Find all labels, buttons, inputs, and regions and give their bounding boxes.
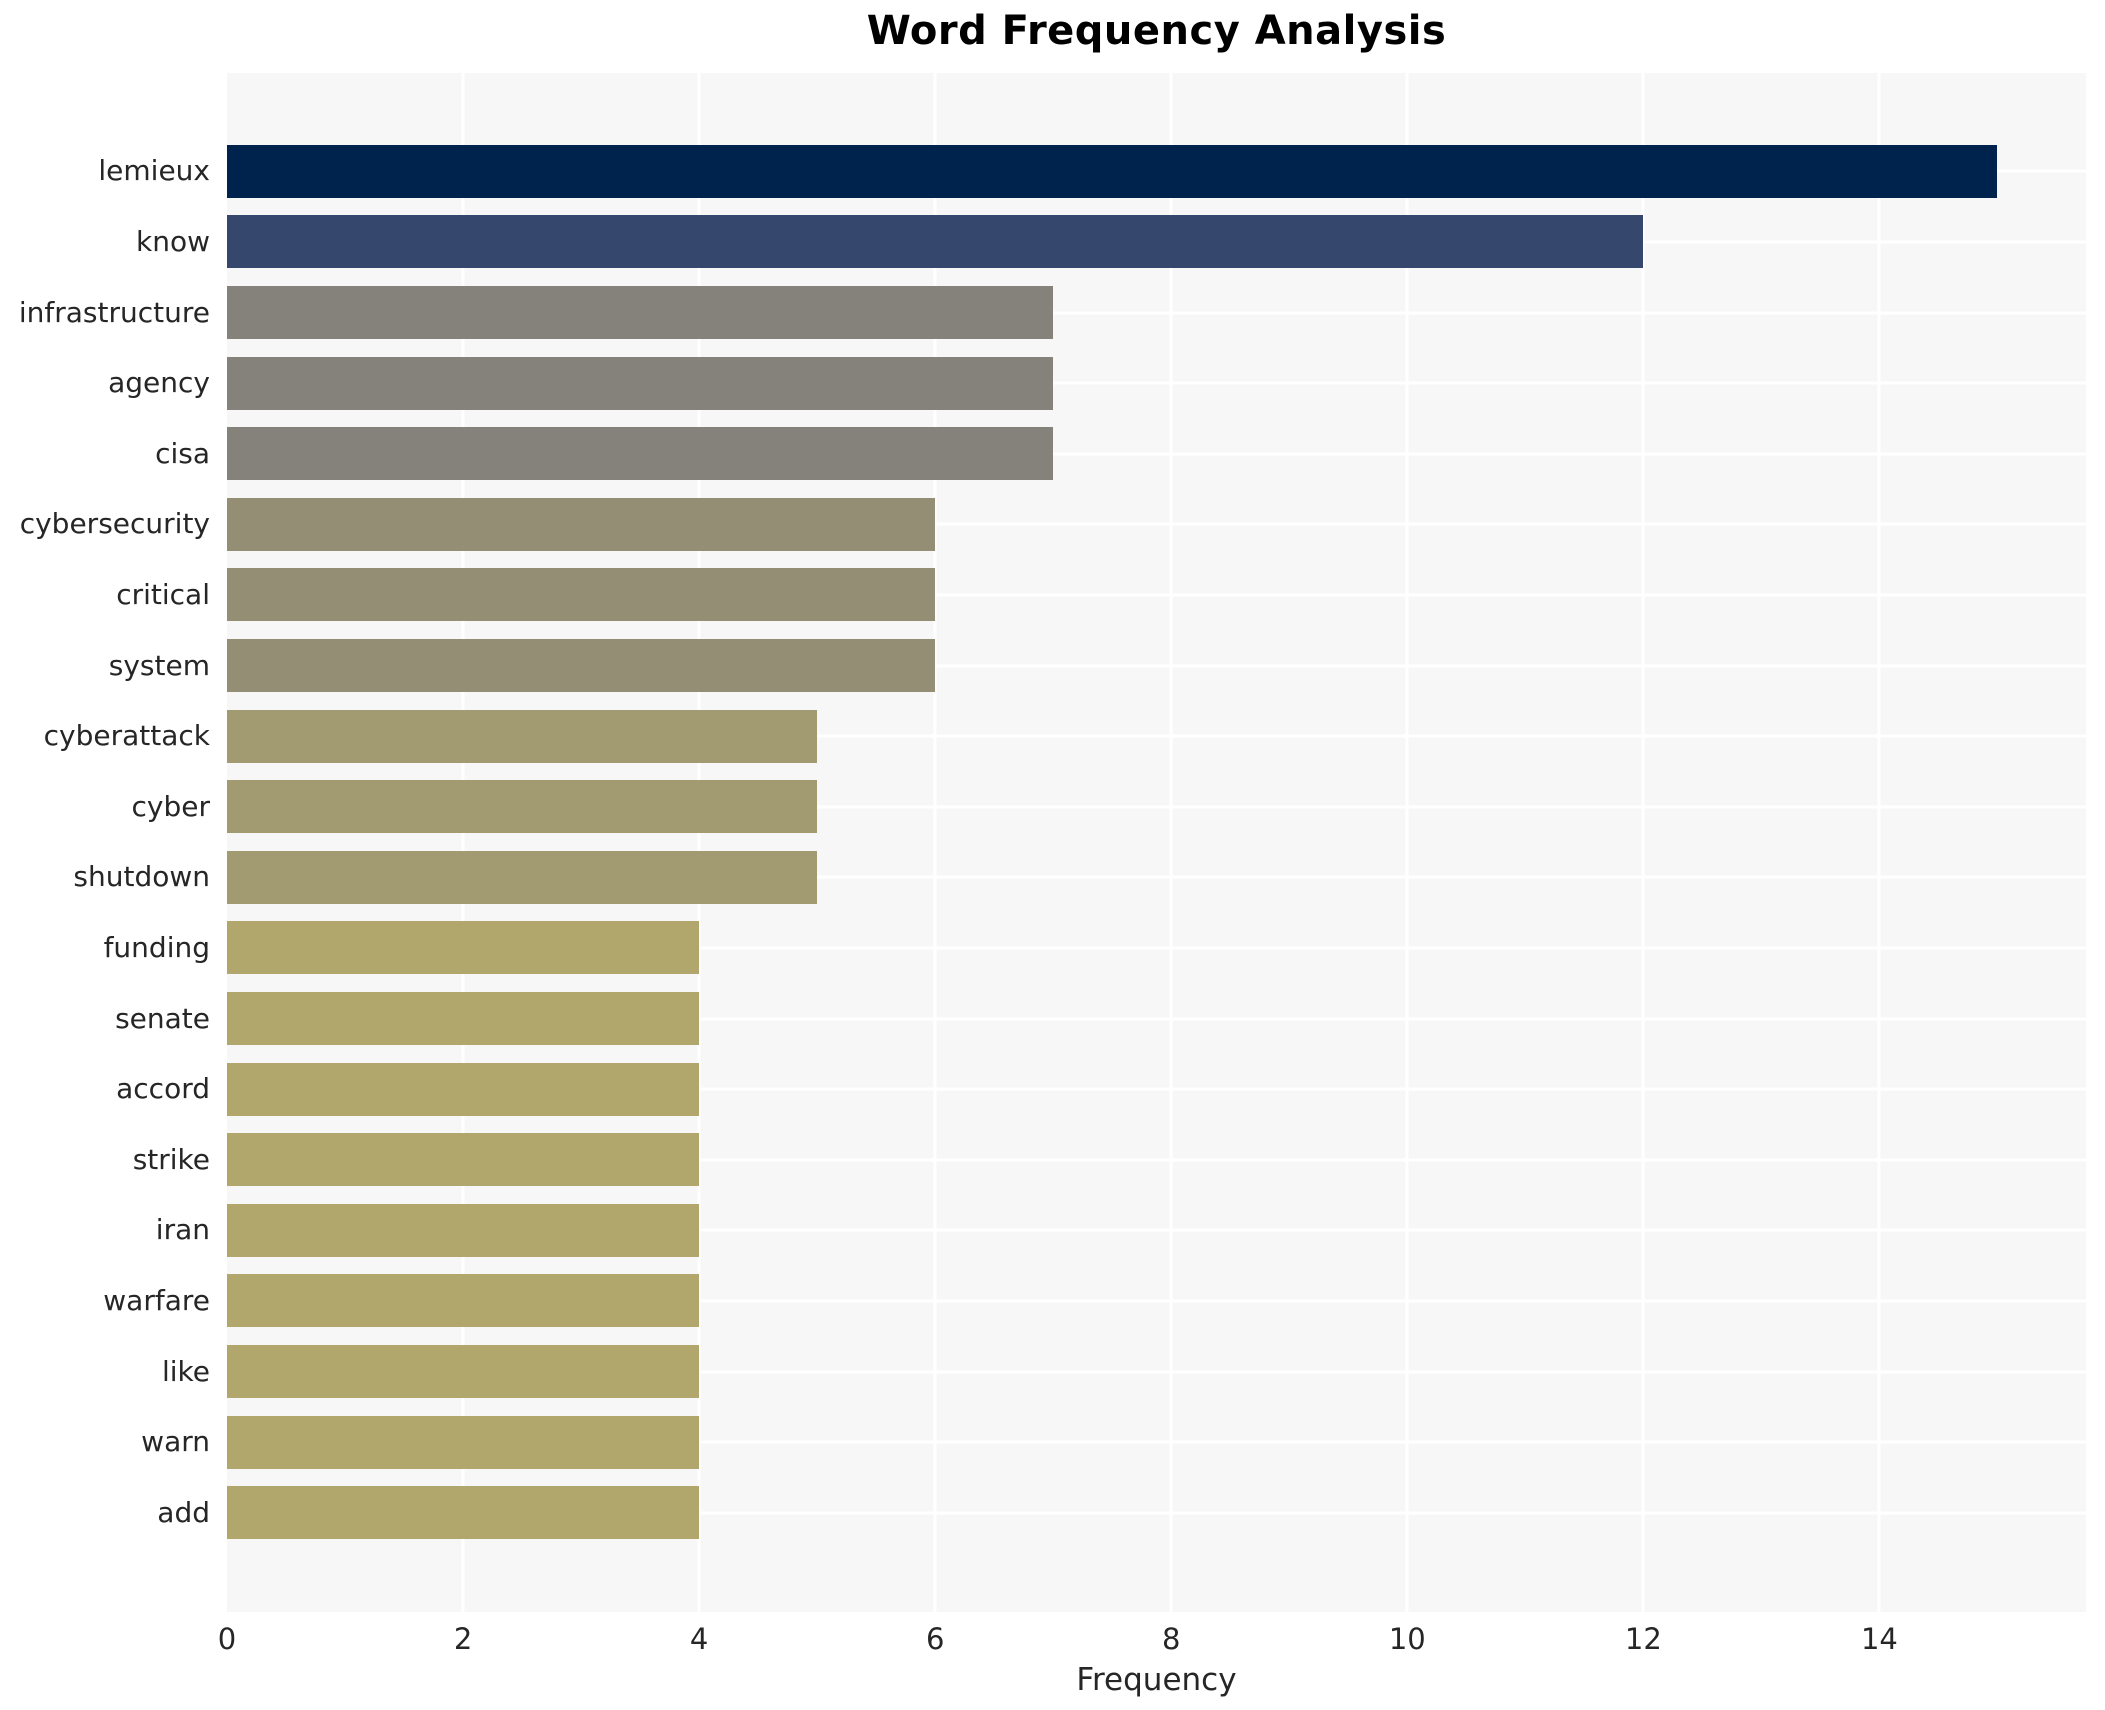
y-tick-label-system: system bbox=[108, 648, 210, 682]
gridline-row-like bbox=[227, 1370, 2086, 1373]
x-tick-label-0: 0 bbox=[217, 1622, 237, 1656]
gridline-row-warfare bbox=[227, 1299, 2086, 1303]
y-tick-label-lemieux: lemieux bbox=[98, 154, 210, 188]
y-tick-label-cybersecurity: cybersecurity bbox=[19, 507, 210, 541]
y-tick-label-funding: funding bbox=[103, 930, 210, 964]
y-axis-labels: lemieux know infrastructure agency cisa cyber… bbox=[0, 73, 210, 1612]
x-tick-label-6: 6 bbox=[925, 1622, 945, 1656]
gridline-row-accord bbox=[227, 1087, 2086, 1091]
gridline-row-cisa bbox=[227, 452, 2086, 456]
bar-strike bbox=[227, 1133, 700, 1187]
y-tick-label-warn: warn bbox=[141, 1425, 210, 1459]
y-tick-label-add: add bbox=[157, 1495, 210, 1529]
y-tick-label-like: like bbox=[161, 1354, 210, 1388]
y-tick-label-cyber: cyber bbox=[131, 789, 210, 823]
y-tick-label-know: know bbox=[136, 224, 210, 258]
gridline-row-infrastructure bbox=[227, 311, 2086, 314]
bar-critical bbox=[227, 568, 936, 622]
y-tick-label-cyberattack: cyberattack bbox=[43, 719, 210, 753]
bar-agency bbox=[227, 356, 1054, 410]
bar-shutdown bbox=[227, 850, 818, 904]
gridline-row-critical bbox=[227, 593, 2086, 597]
x-tick-label-2: 2 bbox=[453, 1622, 473, 1656]
bar-know bbox=[227, 215, 1644, 269]
y-tick-label-accord: accord bbox=[116, 1072, 210, 1106]
bar-funding bbox=[227, 921, 700, 975]
x-axis-ticks: 0 2 4 6 8 10 12 14 bbox=[218, 1622, 2086, 1662]
y-tick-label-senate: senate bbox=[115, 1001, 210, 1035]
gridline-row-shutdown bbox=[227, 875, 2086, 879]
y-tick-label-strike: strike bbox=[132, 1142, 210, 1176]
y-tick-label-agency: agency bbox=[108, 366, 210, 400]
gridline-row-agency bbox=[227, 381, 2086, 385]
gridline-row-cyber bbox=[227, 805, 2086, 809]
bar-infrastructure bbox=[227, 286, 1054, 339]
gridline-x-8 bbox=[1169, 73, 1173, 1612]
y-tick-label-critical: critical bbox=[116, 577, 210, 611]
bar-warfare bbox=[227, 1274, 700, 1328]
bar-cisa bbox=[227, 427, 1054, 481]
gridline-x-12 bbox=[1641, 73, 1645, 1612]
bar-add bbox=[227, 1486, 700, 1540]
gridline-x-4 bbox=[697, 73, 701, 1612]
x-tick-label-10: 10 bbox=[1388, 1622, 1426, 1656]
gridline-x-14 bbox=[1877, 73, 1881, 1612]
y-tick-label-shutdown: shutdown bbox=[73, 860, 210, 894]
bar-like bbox=[227, 1345, 700, 1398]
gridline-row-strike bbox=[227, 1158, 2086, 1162]
bar-lemieux bbox=[227, 144, 1998, 198]
bar-cyberattack bbox=[227, 709, 818, 763]
y-tick-label-infrastructure: infrastructure bbox=[18, 295, 210, 329]
x-axis-label: Frequency bbox=[1076, 1662, 1237, 1698]
gridline-x-10 bbox=[1405, 73, 1409, 1612]
plot-area bbox=[227, 73, 2086, 1612]
x-tick-label-12: 12 bbox=[1624, 1622, 1662, 1656]
x-tick-label-14: 14 bbox=[1860, 1622, 1898, 1656]
x-tick-label-8: 8 bbox=[1162, 1622, 1181, 1656]
y-tick-label-iran: iran bbox=[155, 1213, 210, 1247]
gridline-row-add bbox=[227, 1511, 2086, 1515]
gridline-row-cybersecurity bbox=[227, 522, 2086, 526]
bar-iran bbox=[227, 1203, 700, 1257]
bar-cyber bbox=[227, 780, 818, 834]
gridline-x-2 bbox=[461, 73, 465, 1612]
bar-system bbox=[227, 639, 936, 692]
bar-warn bbox=[227, 1415, 700, 1469]
gridline-row-cyberattack bbox=[227, 734, 2086, 738]
bar-accord bbox=[227, 1062, 700, 1116]
gridline-row-warn bbox=[227, 1440, 2086, 1444]
gridline-row-system bbox=[227, 664, 2086, 667]
y-tick-label-cisa: cisa bbox=[155, 436, 210, 470]
chart-title: Word Frequency Analysis bbox=[866, 8, 1447, 54]
y-tick-label-warfare: warfare bbox=[103, 1283, 210, 1317]
gridline-row-funding bbox=[227, 946, 2086, 950]
gridline-x-6 bbox=[933, 73, 937, 1612]
bar-cybersecurity bbox=[227, 497, 936, 551]
gridline-row-iran bbox=[227, 1228, 2086, 1232]
x-tick-label-4: 4 bbox=[689, 1622, 709, 1656]
bar-senate bbox=[227, 992, 700, 1045]
gridline-row-senate bbox=[227, 1017, 2086, 1020]
